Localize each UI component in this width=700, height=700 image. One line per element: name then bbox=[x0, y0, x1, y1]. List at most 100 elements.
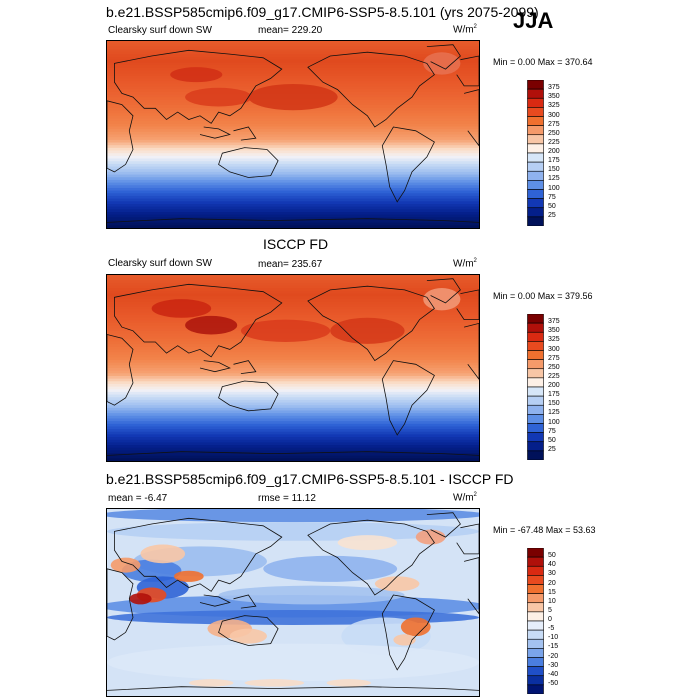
colorbar-swatch bbox=[527, 414, 544, 424]
colorbar-tick-label: 15 bbox=[548, 588, 556, 596]
colorbar-tick-label: 40 bbox=[548, 561, 556, 569]
map-field bbox=[107, 509, 479, 696]
colorbar-swatches bbox=[527, 547, 544, 695]
colorbar-tick-label: 175 bbox=[548, 391, 560, 399]
colorbar-tick-label: 5 bbox=[548, 606, 552, 614]
colorbar-swatch bbox=[527, 377, 544, 388]
coastline bbox=[307, 285, 435, 362]
coastline bbox=[456, 55, 479, 87]
coastline bbox=[107, 334, 134, 406]
panel3-rmse-label: rmse = 11.12 bbox=[258, 493, 316, 504]
colorbar-swatch bbox=[527, 565, 544, 576]
colorbar-swatch bbox=[527, 350, 544, 360]
colorbar-swatch bbox=[527, 584, 544, 594]
coastline bbox=[381, 360, 435, 436]
coastline bbox=[456, 289, 479, 320]
coastline bbox=[107, 451, 479, 456]
coastline bbox=[107, 100, 134, 173]
coastline bbox=[114, 49, 283, 124]
season-label: JJA bbox=[513, 8, 554, 33]
colorbar-tick-label: 0 bbox=[548, 616, 552, 623]
colorbar-tick-label: 325 bbox=[548, 336, 560, 344]
coastline bbox=[218, 380, 279, 412]
colorbar-swatch bbox=[527, 620, 544, 631]
colorbar-swatch bbox=[527, 657, 544, 667]
colorbar-swatch bbox=[527, 322, 544, 333]
panel3-minmax: Min = -67.48 Max = 53.63 bbox=[493, 525, 596, 535]
colorbar-tick-label: 50 bbox=[548, 552, 556, 560]
panel1-colorbar: 375 350 325 300 275 250 225 200 175 150 125 100 75 50… bbox=[527, 79, 560, 227]
panel1-title: b.e21.BSSP585cmip6.f09_g17.CMIP6-SSP5-8.… bbox=[106, 4, 539, 20]
colorbar-tick-label: 125 bbox=[548, 175, 560, 183]
colorbar-tick-label: -30 bbox=[548, 661, 559, 669]
colorbar-tick-label: -5 bbox=[548, 625, 555, 633]
coastline bbox=[426, 44, 461, 70]
colorbar-tick-label: 250 bbox=[548, 363, 560, 371]
panel1-minmax: Min = 0.00 Max = 370.64 bbox=[493, 57, 593, 67]
colorbar-tick-label: 350 bbox=[548, 327, 560, 335]
colorbar-swatch bbox=[527, 143, 544, 154]
colorbar-tick-label: 100 bbox=[548, 184, 560, 192]
colorbar-tick-label: 350 bbox=[548, 93, 560, 101]
colorbar-swatch bbox=[527, 404, 544, 415]
colorbar-tick-label: -20 bbox=[548, 652, 559, 660]
coastline bbox=[218, 615, 279, 646]
colorbar-tick-label: 25 bbox=[548, 445, 556, 453]
coastline bbox=[107, 568, 134, 641]
coastline bbox=[199, 126, 231, 139]
colorbar-swatch bbox=[527, 441, 544, 452]
coastline bbox=[107, 686, 479, 691]
colorbar-swatch bbox=[527, 684, 544, 695]
coastline bbox=[233, 126, 257, 141]
colorbar-swatch bbox=[527, 313, 544, 324]
colorbar-swatch bbox=[527, 152, 544, 163]
colorbar-tick-label: 20 bbox=[548, 579, 556, 587]
map-field bbox=[107, 275, 479, 461]
colorbar-swatch bbox=[527, 666, 544, 677]
colorbar-tick-label: 200 bbox=[548, 382, 560, 389]
colorbar-swatch bbox=[527, 134, 544, 145]
panel1-mean-label: mean= 229.20 bbox=[258, 25, 323, 36]
coastline bbox=[199, 594, 231, 607]
coastline bbox=[307, 519, 435, 596]
colorbar-swatch bbox=[527, 125, 544, 136]
colorbar-swatch bbox=[527, 675, 544, 686]
panel1-variable-label: Clearsky surf down SW bbox=[108, 25, 212, 36]
colorbar-swatch bbox=[527, 547, 544, 558]
colorbar-tick-label: 175 bbox=[548, 157, 560, 165]
colorbar-swatch bbox=[527, 386, 544, 397]
colorbar-tick-label: 375 bbox=[548, 84, 560, 92]
coastline bbox=[464, 557, 479, 615]
colorbar-swatch bbox=[527, 611, 544, 622]
colorbar-swatch bbox=[527, 432, 544, 443]
coastline bbox=[426, 512, 461, 538]
colorbar-tick-label: 75 bbox=[548, 427, 556, 435]
coastline bbox=[464, 89, 479, 147]
colorbar-tick-label: 50 bbox=[548, 202, 556, 210]
coastline bbox=[218, 147, 279, 178]
colorbar-tick-label: 375 bbox=[548, 318, 560, 326]
colorbar-tick-label: 50 bbox=[548, 436, 556, 444]
panel2-variable-label: Clearsky surf down SW bbox=[108, 258, 212, 269]
colorbar-swatches bbox=[527, 313, 544, 461]
coastline bbox=[456, 523, 479, 555]
colorbar-swatch bbox=[527, 648, 544, 658]
coastline bbox=[114, 283, 283, 358]
colorbar-tick-label: 225 bbox=[548, 372, 560, 380]
coastline bbox=[114, 517, 283, 592]
map-field bbox=[107, 41, 479, 228]
panel2-title: ISCCP FD bbox=[263, 236, 329, 252]
panel1-units: W/m2 bbox=[453, 24, 477, 36]
colorbar-tick-label: -40 bbox=[548, 670, 559, 678]
colorbar-swatch bbox=[527, 368, 544, 379]
colorbar-swatch bbox=[527, 198, 544, 209]
panel2-mean-label: mean= 235.67 bbox=[258, 259, 323, 270]
coastline bbox=[464, 322, 479, 380]
coastline bbox=[381, 126, 435, 203]
colorbar-tick-label: 150 bbox=[548, 400, 560, 408]
colorbar-swatch bbox=[527, 116, 544, 126]
colorbar-tick-label: 250 bbox=[548, 129, 560, 137]
colorbar-swatch bbox=[527, 602, 544, 613]
panel3-mean-label: mean = -6.47 bbox=[108, 493, 168, 504]
colorbar-tick-label: 200 bbox=[548, 148, 560, 155]
